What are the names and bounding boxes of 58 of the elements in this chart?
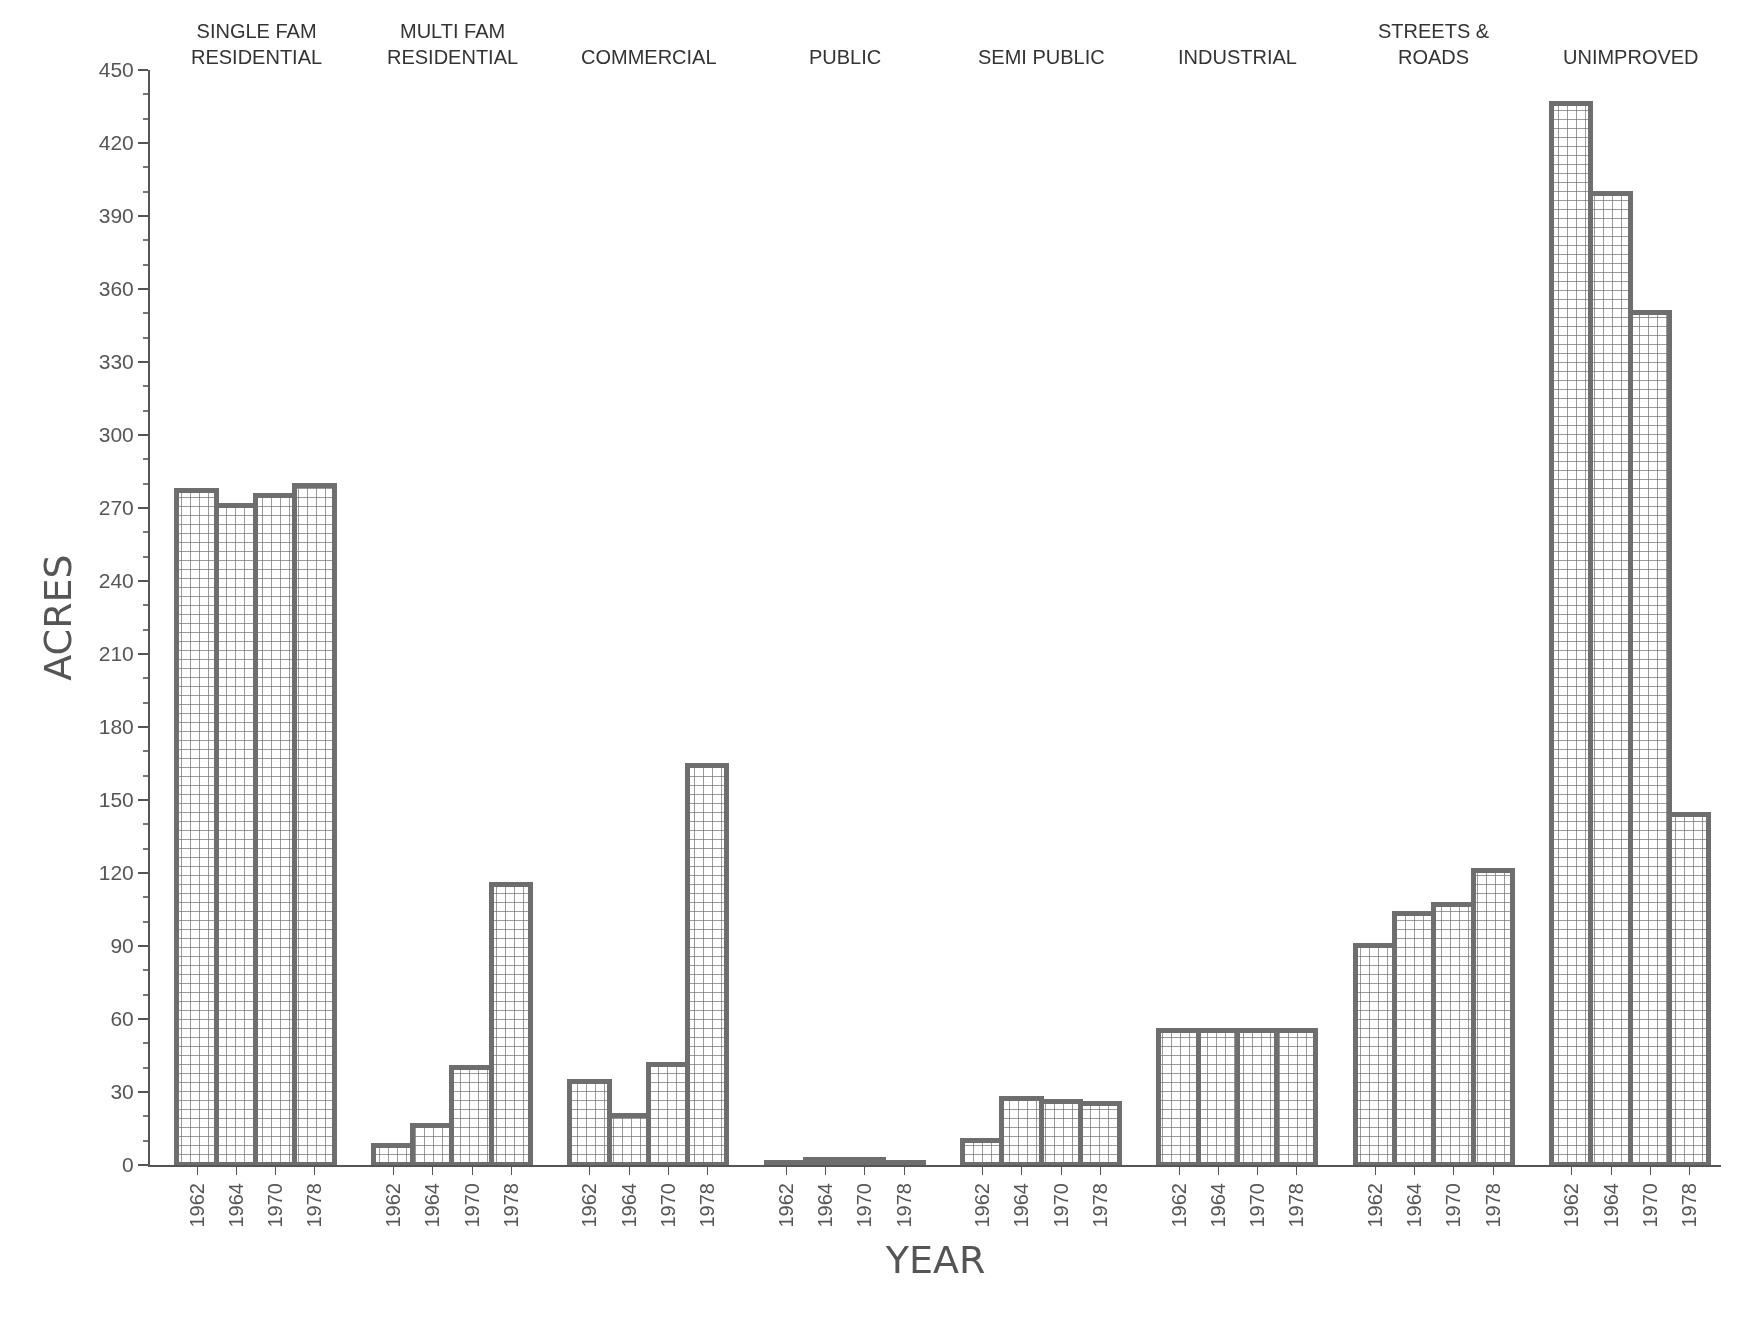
text: SEMI PUBLIC [978, 46, 1105, 68]
y-axis-title: ACRES [36, 554, 81, 681]
x-tick-label: 1970 [1638, 1183, 1661, 1228]
y-tick-label: 120 [98, 861, 134, 885]
x-tick-label: 1970 [1246, 1183, 1269, 1228]
x-tick-label: 1964 [617, 1183, 640, 1228]
x-tick-label: 1964 [1599, 1183, 1622, 1228]
x-tick-label: 1978 [1088, 1183, 1111, 1228]
text: PUBLIC [809, 46, 882, 68]
y-tick-label: 390 [98, 204, 134, 228]
x-tick-label: 1962 [774, 1183, 797, 1228]
x-tick-label: 1978 [1285, 1183, 1308, 1228]
y-tick-label: 360 [98, 277, 134, 301]
text: MULTI FAM RESIDENTIAL [387, 20, 519, 68]
x-tick-label: 1962 [578, 1183, 601, 1228]
text: COMMERCIAL [581, 46, 717, 68]
x-tick-label: 1970 [460, 1183, 483, 1228]
x-tick-label: 1964 [421, 1183, 444, 1228]
y-tick-label: 420 [98, 131, 134, 155]
x-tick-label: 1962 [971, 1183, 994, 1228]
text: INDUSTRIAL [1178, 46, 1297, 68]
x-tick-label: 1962 [1363, 1183, 1386, 1228]
x-tick-label: 1978 [303, 1183, 326, 1228]
x-tick-label: 1962 [1167, 1183, 1190, 1228]
x-tick-label: 1962 [382, 1183, 405, 1228]
y-tick-label: 300 [98, 423, 134, 447]
y-tick-label: 240 [98, 569, 134, 593]
x-tick-label: 1962 [185, 1183, 208, 1228]
x-tick-label: 1978 [892, 1183, 915, 1228]
x-tick-label: 1964 [224, 1183, 247, 1228]
text: STREETS & ROADS [1378, 20, 1490, 68]
text: UNIMPROVED [1563, 46, 1699, 68]
x-tick-label: 1970 [656, 1183, 679, 1228]
y-tick-label: 0 [122, 1153, 134, 1177]
y-tick-label: 210 [98, 642, 134, 666]
x-tick-label: 1978 [499, 1183, 522, 1228]
y-tick-label: 450 [98, 58, 134, 82]
x-tick-label: 1970 [1049, 1183, 1072, 1228]
y-tick-label: 270 [98, 496, 134, 520]
x-tick-label: 1970 [264, 1183, 287, 1228]
y-tick-label: 330 [98, 350, 134, 374]
x-tick-label: 1978 [1481, 1183, 1504, 1228]
x-tick-label: 1978 [1678, 1183, 1701, 1228]
y-tick-label: 180 [98, 715, 134, 739]
x-tick-label: 1964 [814, 1183, 837, 1228]
x-axis-title: YEAR [884, 1238, 986, 1283]
y-tick-label: 90 [110, 934, 134, 958]
y-tick-label: 150 [98, 788, 134, 812]
y-tick-label: 30 [110, 1080, 134, 1104]
x-tick-label: 1964 [1403, 1183, 1426, 1228]
x-tick-label: 1978 [696, 1183, 719, 1228]
x-tick-label: 1962 [1560, 1183, 1583, 1228]
text: SINGLE FAM RESIDENTIAL [191, 20, 323, 68]
x-tick-label: 1964 [1206, 1183, 1229, 1228]
x-tick-label: 1970 [1442, 1183, 1465, 1228]
x-tick-label: 1970 [853, 1183, 876, 1228]
x-tick-label: 1964 [1010, 1183, 1033, 1228]
y-tick-label: 60 [110, 1007, 134, 1031]
